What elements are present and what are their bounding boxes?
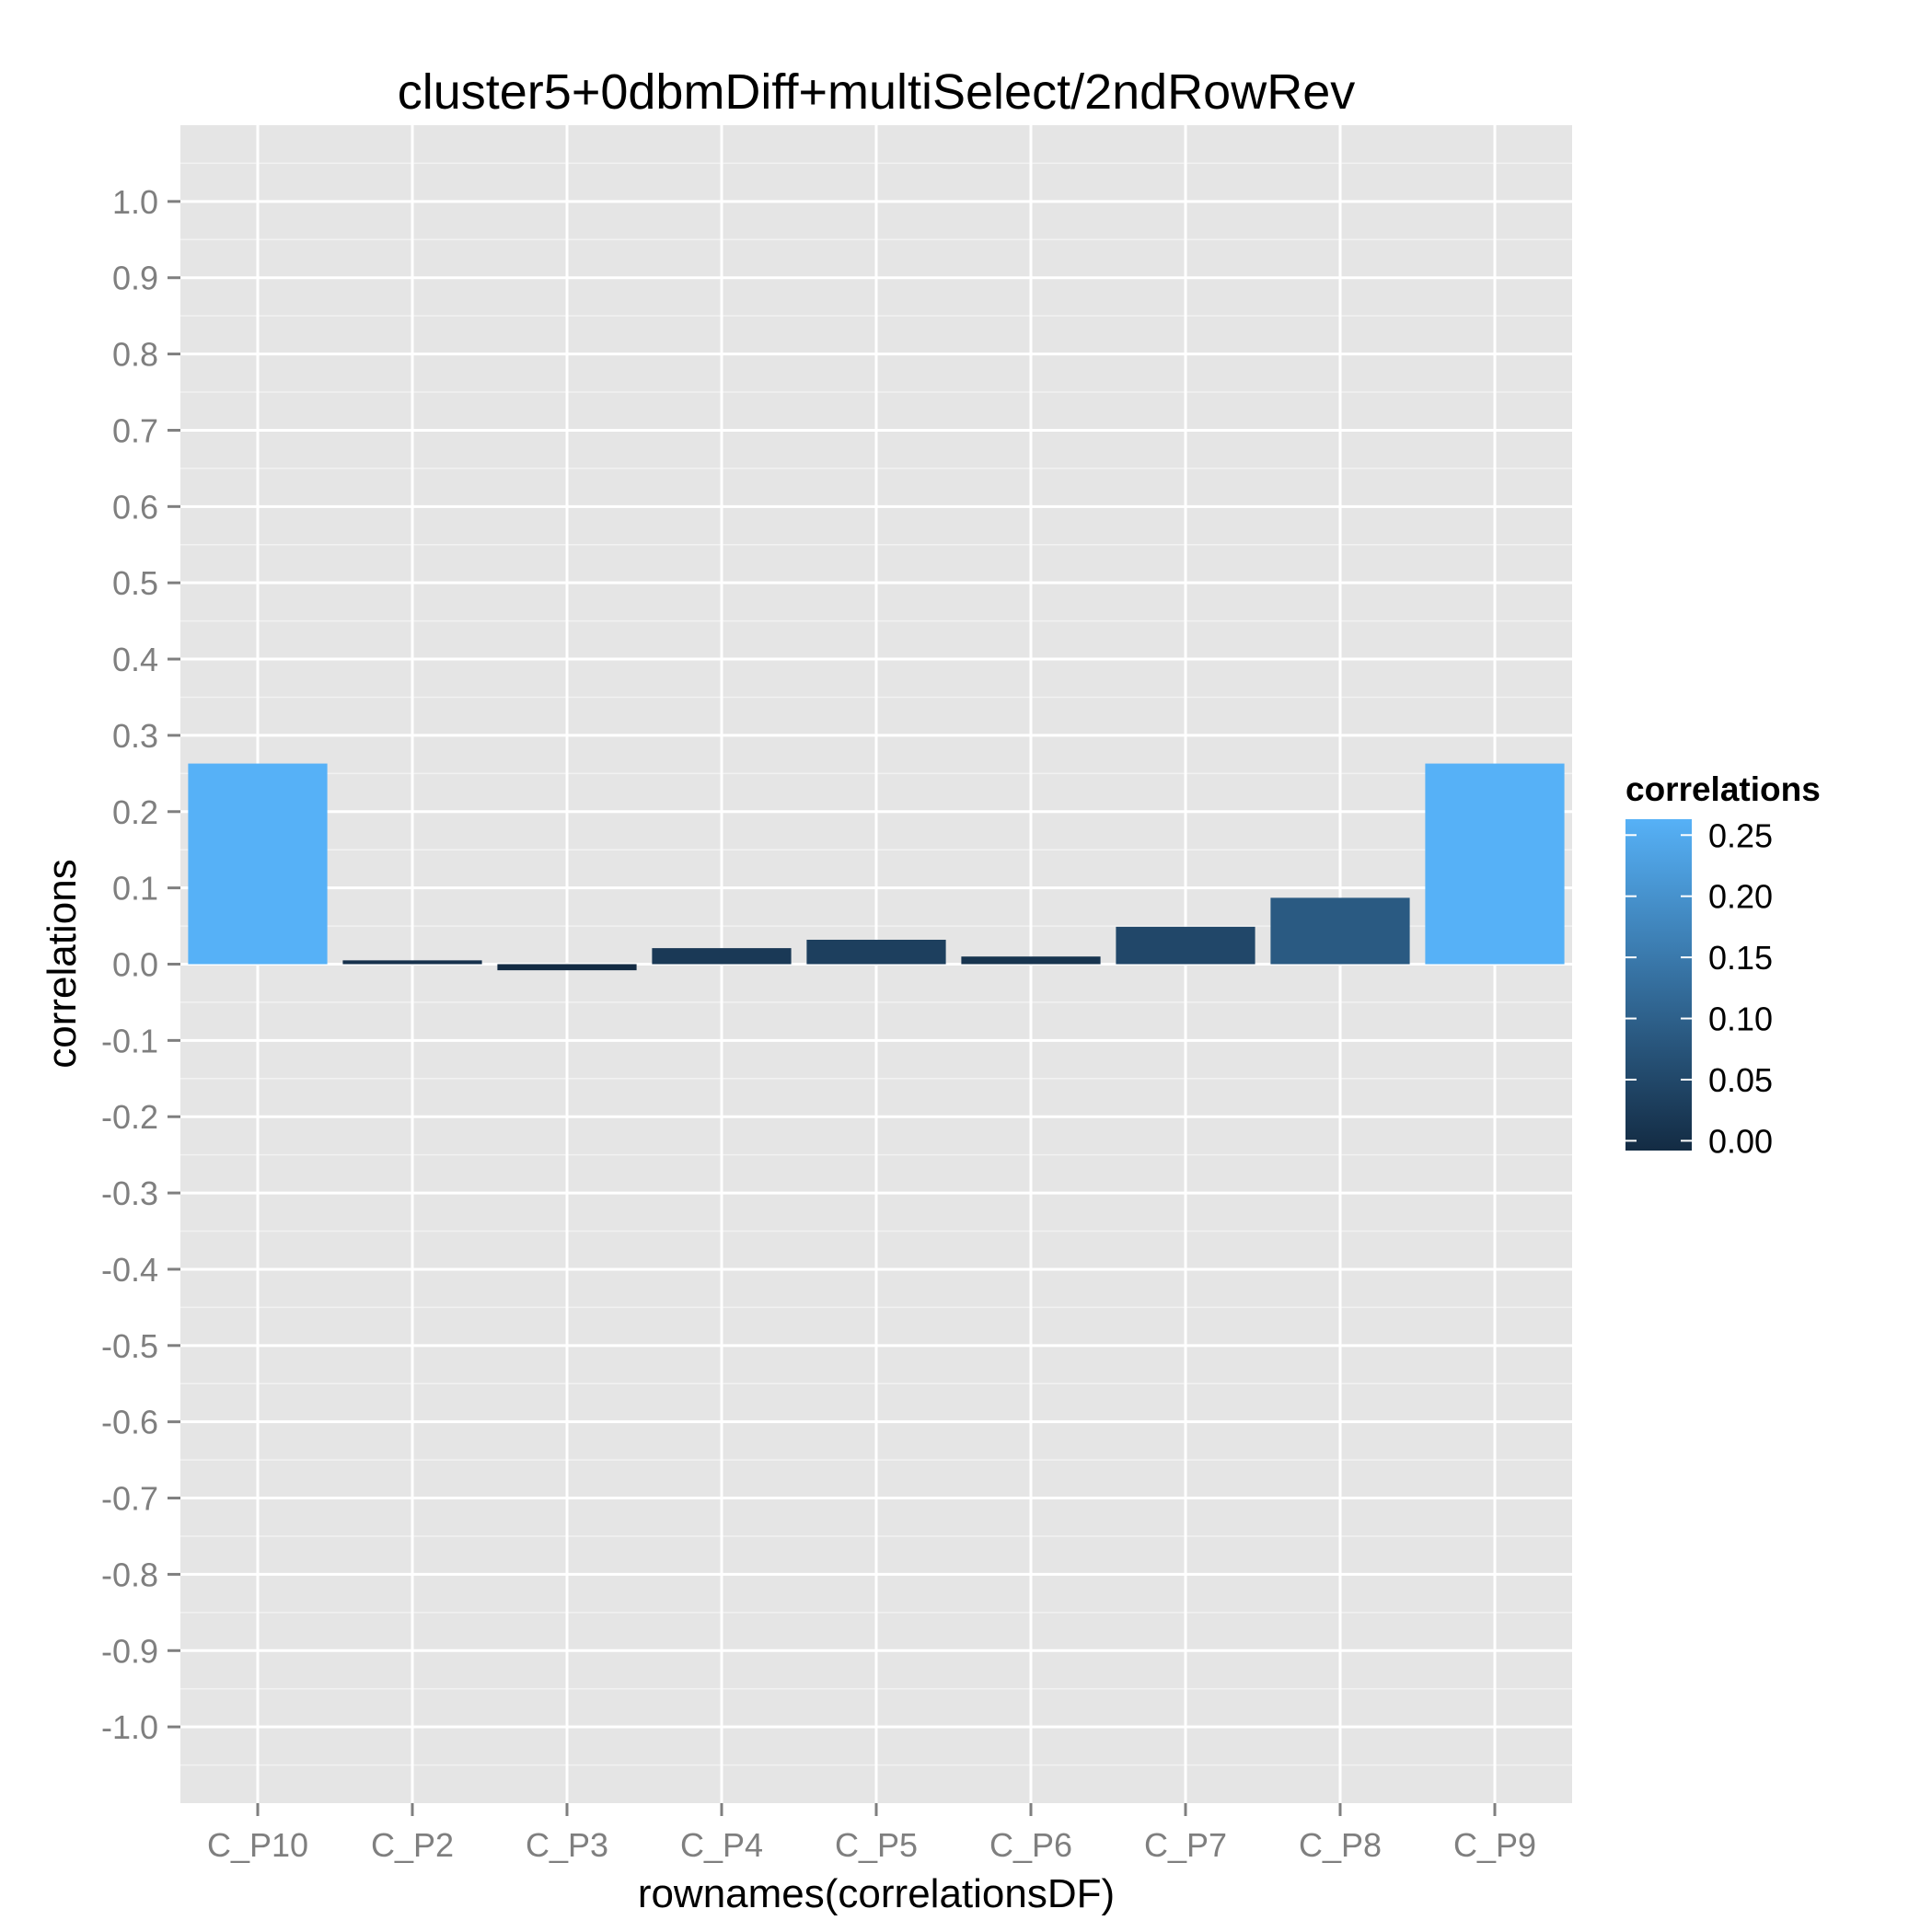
legend-label: 0.00	[1708, 1122, 1773, 1160]
bar-c-p10	[188, 763, 328, 965]
x-tick-label: C_P6	[989, 1826, 1072, 1864]
y-tick-label: 0.9	[112, 260, 158, 297]
x-axis-title: rownames(correlationsDF)	[638, 1871, 1115, 1916]
y-tick-label: 1.0	[112, 183, 158, 221]
y-tick-label: -0.9	[101, 1632, 158, 1670]
legend-ticks: 0.25 0.20 0.15 0.10 0.05 0.00	[1625, 816, 1773, 1160]
x-tick-label: C_P5	[835, 1826, 918, 1864]
y-tick-label: 0.1	[112, 870, 158, 908]
legend: correlations 0.25 0.20 0.15 0.10 0.05 0.00	[1625, 770, 1821, 1160]
legend-colorbar	[1625, 819, 1692, 1151]
bar-c-p5	[806, 939, 946, 965]
bar-c-p6	[961, 956, 1101, 965]
legend-label: 0.25	[1708, 816, 1773, 854]
y-tick-label: 0.2	[112, 793, 158, 831]
y-tick-label: 0.7	[112, 411, 158, 449]
bar-c-p7	[1116, 926, 1255, 965]
y-tick-label: -0.3	[101, 1174, 158, 1212]
x-tick-label: C_P4	[680, 1826, 763, 1864]
x-tick-label: C_P10	[207, 1826, 308, 1864]
legend-title: correlations	[1625, 770, 1821, 808]
bars	[188, 763, 1565, 971]
legend-label: 0.15	[1708, 939, 1773, 977]
x-tick-label: C_P2	[371, 1826, 454, 1864]
y-axis: 1.0 0.9 0.8 0.7 0.6 0.5 0.4 0.3 0.2 0.1 0.0 -0.1 -0.…	[101, 183, 180, 1746]
y-tick-label: 0.5	[112, 564, 158, 602]
y-tick-label: 0.0	[112, 946, 158, 984]
y-tick-label: 0.8	[112, 336, 158, 374]
bar-c-p3	[497, 964, 637, 971]
y-tick-label: -0.7	[101, 1480, 158, 1518]
x-tick-label: C_P7	[1144, 1826, 1227, 1864]
x-tick-label: C_P8	[1299, 1826, 1382, 1864]
x-axis: C_P10 C_P2 C_P3 C_P4 C_P5 C_P6 C_P7 C_P8 C_P9	[207, 1803, 1536, 1864]
y-tick-label: 0.3	[112, 717, 158, 755]
x-tick-label: C_P3	[526, 1826, 608, 1864]
legend-label: 0.05	[1708, 1061, 1773, 1099]
y-axis-title: correlations	[40, 859, 85, 1068]
bar-c-p4	[652, 948, 792, 965]
y-tick-label: -0.6	[101, 1404, 158, 1441]
y-tick-label: 0.6	[112, 488, 158, 526]
legend-label: 0.20	[1708, 878, 1773, 916]
y-tick-label: -0.4	[101, 1251, 158, 1289]
bar-c-p9	[1425, 763, 1565, 965]
bar-c-p2	[342, 960, 482, 965]
y-tick-label: -0.1	[101, 1022, 158, 1059]
y-tick-label: -0.5	[101, 1327, 158, 1365]
chart-title: cluster5+0dbmDiff+multiSelect/2ndRowRev	[398, 64, 1356, 120]
legend-label: 0.10	[1708, 1001, 1773, 1038]
bar-c-p8	[1270, 897, 1410, 965]
y-tick-label: -0.2	[101, 1098, 158, 1136]
y-tick-label: -0.8	[101, 1556, 158, 1593]
x-tick-label: C_P9	[1453, 1826, 1536, 1864]
y-tick-label: 0.4	[112, 641, 158, 678]
y-tick-label: -1.0	[101, 1708, 158, 1746]
